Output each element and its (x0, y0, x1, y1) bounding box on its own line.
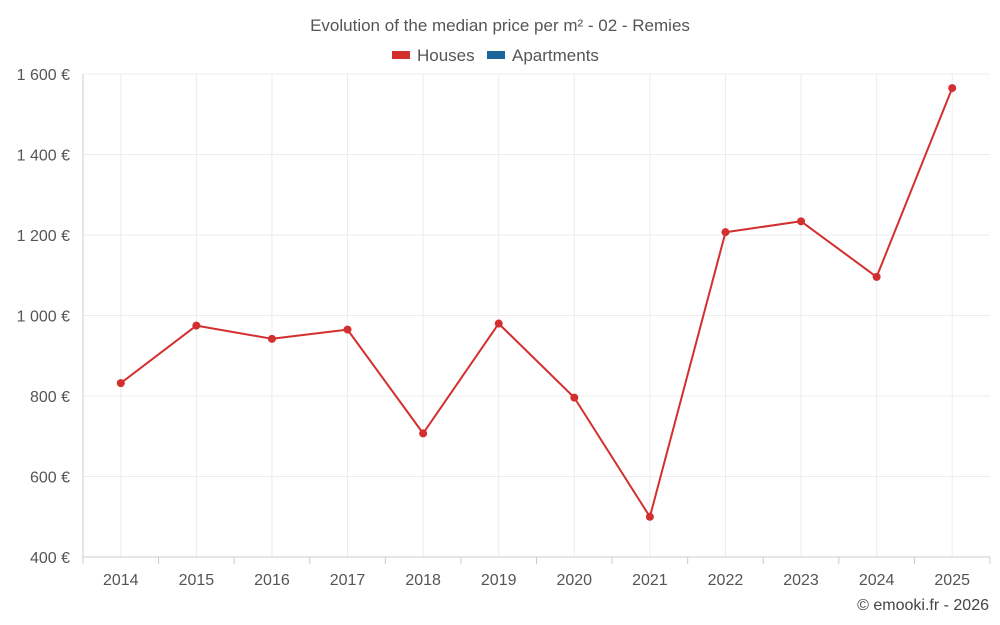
x-tick-label: 2022 (708, 572, 744, 589)
x-tick-label: 2020 (556, 572, 592, 589)
credit-text: © emooki.fr - 2026 (857, 597, 989, 614)
legend-label-apartments[interactable]: Apartments (512, 46, 599, 65)
data-point-houses[interactable] (343, 325, 352, 334)
data-point-houses[interactable] (267, 334, 276, 343)
y-tick-label: 800 € (30, 389, 70, 406)
x-tick-label: 2023 (783, 572, 819, 589)
y-tick-label: 1 400 € (17, 148, 70, 165)
data-point-houses[interactable] (192, 321, 201, 330)
y-tick-label: 1 200 € (17, 228, 70, 245)
legend-swatch-houses[interactable] (392, 51, 410, 59)
series-points (116, 84, 957, 521)
legend-label-houses[interactable]: Houses (417, 46, 475, 65)
data-point-houses[interactable] (494, 319, 503, 328)
x-tick-label: 2019 (481, 572, 517, 589)
series-lines (120, 87, 954, 518)
x-axis-ticks: 2014 2015 2016 2017 2018 2019 2020 2021 2022 2023… (82, 557, 991, 589)
y-tick-label: 600 € (30, 470, 70, 487)
series-line-houses (120, 87, 954, 518)
x-tick-label: 2024 (859, 572, 895, 589)
y-axis-ticks: 400 € 600 € 800 € 1 000 € 1 200 € 1 400 € 1 60… (17, 67, 70, 567)
chart-title: Evolution of the median price per m² - 0… (310, 16, 690, 35)
x-tick-label: 2015 (179, 572, 215, 589)
data-point-houses[interactable] (872, 272, 881, 281)
x-tick-label: 2014 (103, 572, 139, 589)
data-point-houses[interactable] (645, 512, 654, 521)
data-point-houses[interactable] (948, 84, 957, 93)
y-tick-label: 1 600 € (17, 67, 70, 84)
x-tick-label: 2017 (330, 572, 366, 589)
x-tick-label: 2021 (632, 572, 668, 589)
gridlines (82, 73, 990, 558)
legend-swatch-apartments[interactable] (487, 51, 505, 59)
data-point-houses[interactable] (721, 228, 730, 237)
y-tick-label: 1 000 € (17, 309, 70, 326)
x-tick-label: 2016 (254, 572, 290, 589)
x-tick-label: 2025 (934, 572, 970, 589)
data-point-houses[interactable] (797, 217, 806, 226)
data-point-houses[interactable] (419, 429, 428, 438)
y-tick-label: 400 € (30, 550, 70, 567)
legend: Houses Apartments (392, 46, 599, 65)
data-point-houses[interactable] (116, 379, 125, 388)
data-point-houses[interactable] (570, 393, 579, 402)
x-tick-label: 2018 (405, 572, 441, 589)
